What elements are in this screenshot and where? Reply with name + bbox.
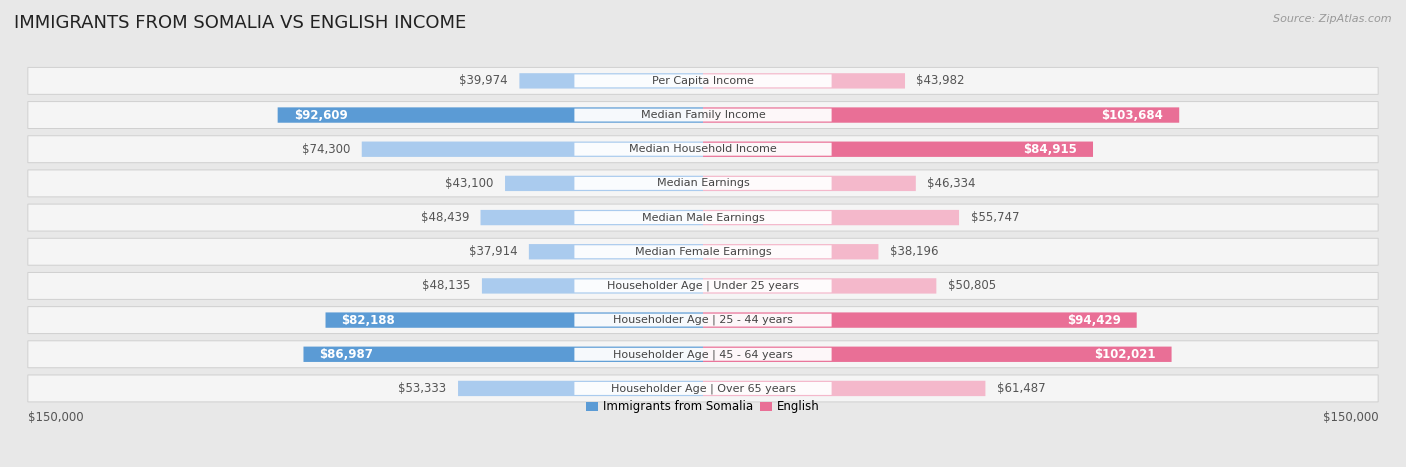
Text: $50,805: $50,805	[948, 279, 995, 292]
FancyBboxPatch shape	[28, 204, 1378, 231]
FancyBboxPatch shape	[575, 314, 831, 326]
Text: Median Family Income: Median Family Income	[641, 110, 765, 120]
Text: $150,000: $150,000	[1323, 411, 1378, 425]
Text: $43,100: $43,100	[446, 177, 494, 190]
FancyBboxPatch shape	[575, 382, 831, 395]
FancyBboxPatch shape	[28, 102, 1378, 128]
FancyBboxPatch shape	[505, 176, 703, 191]
FancyBboxPatch shape	[28, 375, 1378, 402]
FancyBboxPatch shape	[361, 142, 703, 157]
Text: Median Male Earnings: Median Male Earnings	[641, 212, 765, 223]
FancyBboxPatch shape	[482, 278, 703, 294]
Text: $46,334: $46,334	[928, 177, 976, 190]
Text: Per Capita Income: Per Capita Income	[652, 76, 754, 86]
FancyBboxPatch shape	[28, 170, 1378, 197]
FancyBboxPatch shape	[28, 341, 1378, 368]
FancyBboxPatch shape	[575, 245, 831, 258]
FancyBboxPatch shape	[519, 73, 703, 89]
Text: $38,196: $38,196	[890, 245, 938, 258]
Text: $102,021: $102,021	[1094, 348, 1156, 361]
Text: $61,487: $61,487	[997, 382, 1046, 395]
Text: $37,914: $37,914	[468, 245, 517, 258]
FancyBboxPatch shape	[575, 177, 831, 190]
FancyBboxPatch shape	[28, 238, 1378, 265]
Text: $150,000: $150,000	[28, 411, 83, 425]
FancyBboxPatch shape	[575, 279, 831, 292]
FancyBboxPatch shape	[326, 312, 703, 328]
FancyBboxPatch shape	[277, 107, 703, 123]
FancyBboxPatch shape	[28, 307, 1378, 333]
Text: $103,684: $103,684	[1101, 108, 1163, 121]
FancyBboxPatch shape	[703, 312, 1136, 328]
FancyBboxPatch shape	[458, 381, 703, 396]
Text: $74,300: $74,300	[302, 143, 350, 156]
Text: Householder Age | Over 65 years: Householder Age | Over 65 years	[610, 383, 796, 394]
Text: Householder Age | Under 25 years: Householder Age | Under 25 years	[607, 281, 799, 291]
FancyBboxPatch shape	[575, 109, 831, 121]
Text: $39,974: $39,974	[460, 74, 508, 87]
FancyBboxPatch shape	[28, 67, 1378, 94]
Text: $53,333: $53,333	[398, 382, 447, 395]
Text: $48,135: $48,135	[422, 279, 471, 292]
FancyBboxPatch shape	[304, 347, 703, 362]
FancyBboxPatch shape	[28, 272, 1378, 299]
FancyBboxPatch shape	[575, 74, 831, 87]
FancyBboxPatch shape	[28, 136, 1378, 163]
Text: $55,747: $55,747	[970, 211, 1019, 224]
Text: $94,429: $94,429	[1067, 314, 1121, 326]
Text: Householder Age | 45 - 64 years: Householder Age | 45 - 64 years	[613, 349, 793, 360]
FancyBboxPatch shape	[481, 210, 703, 225]
Text: IMMIGRANTS FROM SOMALIA VS ENGLISH INCOME: IMMIGRANTS FROM SOMALIA VS ENGLISH INCOM…	[14, 14, 467, 32]
Text: Householder Age | 25 - 44 years: Householder Age | 25 - 44 years	[613, 315, 793, 325]
FancyBboxPatch shape	[703, 142, 1092, 157]
FancyBboxPatch shape	[703, 278, 936, 294]
FancyBboxPatch shape	[703, 107, 1180, 123]
FancyBboxPatch shape	[575, 211, 831, 224]
Text: $86,987: $86,987	[319, 348, 374, 361]
Text: Median Female Earnings: Median Female Earnings	[634, 247, 772, 257]
FancyBboxPatch shape	[703, 347, 1171, 362]
FancyBboxPatch shape	[703, 244, 879, 260]
FancyBboxPatch shape	[703, 73, 905, 89]
FancyBboxPatch shape	[703, 176, 915, 191]
Text: $84,915: $84,915	[1024, 143, 1077, 156]
Text: Median Household Income: Median Household Income	[628, 144, 778, 154]
Text: Source: ZipAtlas.com: Source: ZipAtlas.com	[1274, 14, 1392, 24]
FancyBboxPatch shape	[575, 143, 831, 156]
Text: Median Earnings: Median Earnings	[657, 178, 749, 188]
Legend: Immigrants from Somalia, English: Immigrants from Somalia, English	[582, 396, 824, 418]
FancyBboxPatch shape	[703, 381, 986, 396]
Text: $43,982: $43,982	[917, 74, 965, 87]
Text: $48,439: $48,439	[420, 211, 470, 224]
FancyBboxPatch shape	[703, 210, 959, 225]
Text: $92,609: $92,609	[294, 108, 347, 121]
Text: $82,188: $82,188	[342, 314, 395, 326]
FancyBboxPatch shape	[575, 348, 831, 361]
FancyBboxPatch shape	[529, 244, 703, 260]
